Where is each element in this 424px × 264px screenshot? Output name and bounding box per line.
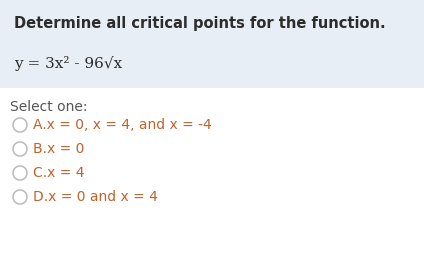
Text: C.x = 4: C.x = 4 — [33, 166, 84, 180]
Bar — [0, 0, 424, 88]
Text: y = 3x² - 96√x: y = 3x² - 96√x — [14, 56, 122, 71]
Circle shape — [13, 142, 27, 156]
Circle shape — [13, 190, 27, 204]
Text: D.x = 0 and x = 4: D.x = 0 and x = 4 — [33, 190, 158, 204]
Text: B.x = 0: B.x = 0 — [33, 142, 84, 156]
Text: Determine all critical points for the function.: Determine all critical points for the fu… — [14, 16, 385, 31]
Circle shape — [13, 166, 27, 180]
Text: A.x = 0, x = 4, and x = -4: A.x = 0, x = 4, and x = -4 — [33, 118, 212, 132]
Circle shape — [13, 118, 27, 132]
Text: Select one:: Select one: — [10, 100, 87, 114]
